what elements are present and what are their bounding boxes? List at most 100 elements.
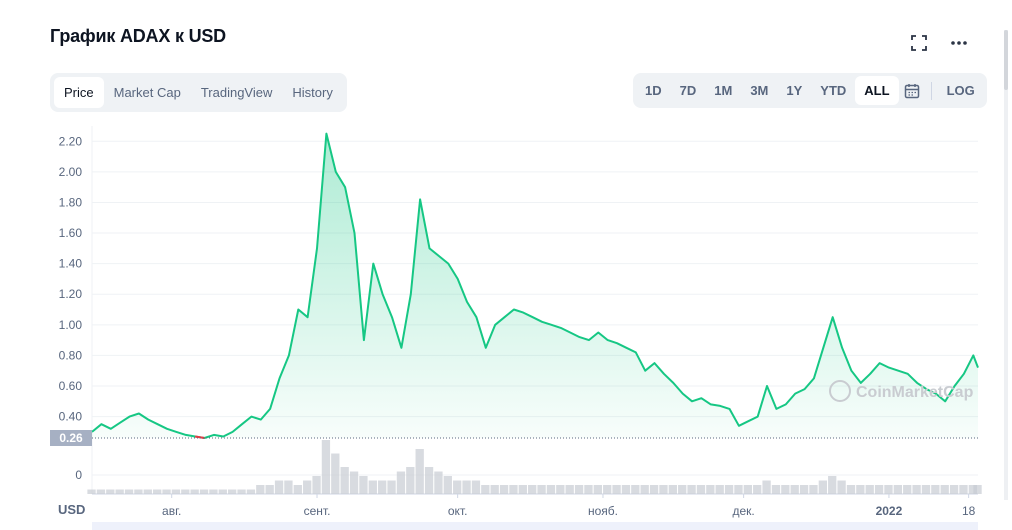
volume-bar <box>378 480 387 494</box>
volume-bar <box>649 485 659 494</box>
volume-bar <box>171 489 181 494</box>
volume-bar <box>715 485 724 494</box>
y-tick-label: 2.20 <box>59 134 83 148</box>
volume-bar <box>874 485 884 494</box>
volume-bar <box>396 471 406 494</box>
volume-bar <box>424 467 434 494</box>
y-tick-label: 0.40 <box>59 410 83 424</box>
volume-bar <box>368 480 377 494</box>
range-1y[interactable]: 1Y <box>786 83 803 98</box>
range-7d[interactable]: 7D <box>679 83 697 98</box>
volume-bar <box>134 489 143 494</box>
time-range-selector: 1D 7D 1M 3M 1Y YTD ALL LOG <box>633 73 987 108</box>
volume-bar <box>462 480 471 494</box>
range-separator <box>930 81 932 100</box>
volume-bar <box>537 485 546 494</box>
y-tick-label: 1.80 <box>59 195 83 209</box>
volume-bar <box>640 485 649 494</box>
volume-bar <box>87 489 96 494</box>
x-tick-label: дек. <box>732 504 754 518</box>
x-tick-label: 2022 <box>876 504 903 518</box>
more-icon[interactable] <box>949 33 969 53</box>
chart-type-tabs: Price Market Cap TradingView History <box>50 73 347 112</box>
volume-bar <box>490 485 499 494</box>
x-tick-label: сент. <box>304 504 331 518</box>
currency-label: USD <box>58 502 85 517</box>
volume-bar <box>603 485 612 494</box>
volume-bar <box>124 489 134 494</box>
x-tick-label: нояб. <box>588 504 618 518</box>
volume-bar <box>340 467 349 494</box>
tab-tradingview[interactable]: TradingView <box>200 85 273 100</box>
volume-bar <box>828 476 837 494</box>
volume-bar <box>528 485 537 494</box>
volume-bar <box>884 485 893 494</box>
volume-bar <box>771 485 781 494</box>
volume-bar <box>509 485 518 494</box>
volume-bar <box>659 485 668 494</box>
page-scrollbar[interactable] <box>1004 30 1008 500</box>
tab-market-cap[interactable]: Market Cap <box>113 85 181 100</box>
y-tick-label: 0.60 <box>59 379 83 393</box>
y-tick-label: 0.80 <box>59 348 83 362</box>
volume-bar <box>199 489 209 494</box>
volume-bar <box>303 480 312 494</box>
volume-bar <box>781 485 790 494</box>
volume-bar <box>734 485 743 494</box>
volume-bar <box>471 480 481 494</box>
range-3m[interactable]: 3M <box>750 83 769 98</box>
volume-bar <box>565 485 574 494</box>
volume-bar <box>687 485 696 494</box>
volume-bar <box>387 480 396 494</box>
watermark-logo-icon <box>829 380 851 402</box>
volume-bar <box>621 485 631 494</box>
fullscreen-icon[interactable] <box>909 33 929 53</box>
tab-price[interactable]: Price <box>54 77 104 108</box>
volume-bar <box>406 467 415 494</box>
volume-bar <box>903 485 912 494</box>
x-tick-label: окт. <box>448 504 468 518</box>
volume-bar <box>593 485 602 494</box>
range-all[interactable]: ALL <box>855 76 899 105</box>
calendar-icon[interactable] <box>899 76 925 105</box>
volume-bar <box>209 489 218 494</box>
range-1m[interactable]: 1M <box>714 83 733 98</box>
range-1d[interactable]: 1D <box>645 83 662 98</box>
volume-bar <box>143 489 152 494</box>
range-navigator[interactable] <box>92 522 978 530</box>
volume-bar <box>237 489 246 494</box>
volume-bar <box>546 485 556 494</box>
volume-bar <box>921 485 931 494</box>
volume-bar <box>556 485 565 494</box>
tab-history[interactable]: History <box>292 85 333 100</box>
volume-bar <box>837 480 846 494</box>
reference-price-badge <box>50 430 92 446</box>
volume-bar <box>115 489 124 494</box>
volume-bar <box>499 485 509 494</box>
log-scale-toggle[interactable]: LOG <box>946 83 975 98</box>
y-tick-label: 1.20 <box>59 287 83 301</box>
volume-bar <box>415 449 424 494</box>
volume-bar <box>968 485 978 494</box>
volume-bar <box>584 485 593 494</box>
y-tick-label: 2.00 <box>59 165 83 179</box>
price-line <box>91 132 979 439</box>
x-tick-label: 18 <box>962 504 976 518</box>
volume-bar <box>706 485 715 494</box>
reference-price-label: 0.26 <box>59 431 83 445</box>
volume-bar <box>940 485 949 494</box>
volume-bar <box>696 485 706 494</box>
volume-bar <box>331 453 340 494</box>
volume-bar <box>359 476 368 494</box>
volume-bar <box>931 485 940 494</box>
volume-bar <box>612 485 621 494</box>
volume-bar <box>724 485 734 494</box>
volume-bar <box>453 480 462 494</box>
y-tick-label: 1.40 <box>59 257 83 271</box>
volume-bar <box>865 485 874 494</box>
volume-tick-label: 0 <box>75 468 82 482</box>
range-ytd[interactable]: YTD <box>820 83 847 98</box>
volume-bar <box>753 485 762 494</box>
volume-bar <box>846 485 856 494</box>
volume-bar <box>190 489 199 494</box>
